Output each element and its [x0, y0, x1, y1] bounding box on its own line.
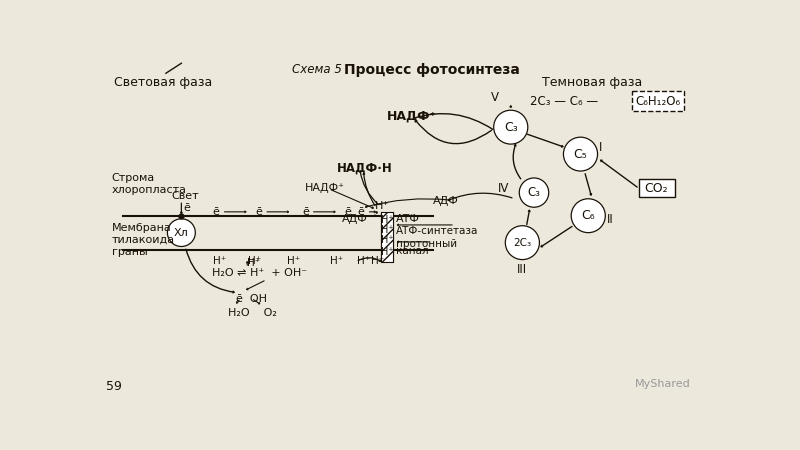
- Text: 59: 59: [106, 380, 122, 393]
- Text: ē  OH: ē OH: [236, 294, 266, 304]
- Text: канал: канал: [396, 246, 429, 256]
- Text: CO₂: CO₂: [645, 182, 668, 195]
- Circle shape: [494, 110, 528, 144]
- Text: C₆H₁₂O₆: C₆H₁₂O₆: [635, 95, 681, 108]
- Text: H⁺: H⁺: [382, 235, 394, 245]
- Circle shape: [167, 219, 195, 247]
- Text: Хл: Хл: [174, 228, 189, 238]
- Text: Световая фаза: Световая фаза: [114, 76, 212, 89]
- Text: протонный: протонный: [396, 239, 457, 249]
- Text: C₅: C₅: [574, 148, 587, 161]
- Text: АДФ: АДФ: [342, 214, 367, 224]
- Text: АТФ-синтетаза: АТФ-синтетаза: [396, 226, 478, 237]
- Text: V: V: [491, 91, 499, 104]
- Text: ē: ē: [255, 207, 262, 217]
- Text: C₆: C₆: [582, 209, 595, 222]
- Text: НАДФ·Н: НАДФ·Н: [336, 162, 392, 175]
- Text: 2C₃: 2C₃: [514, 238, 531, 248]
- Text: ē: ē: [345, 207, 351, 217]
- Text: ē: ē: [358, 207, 365, 217]
- Text: Мембрана
тилакоида
граны: Мембрана тилакоида граны: [112, 223, 174, 256]
- Bar: [381, 212, 393, 262]
- Text: Свет: Свет: [171, 191, 199, 201]
- Text: H⁺: H⁺: [357, 256, 370, 266]
- Text: H₂O ⇌ H⁺  + OH⁻: H₂O ⇌ H⁺ + OH⁻: [212, 268, 307, 278]
- Text: Процесс фотосинтеза: Процесс фотосинтеза: [344, 63, 520, 77]
- Circle shape: [571, 199, 606, 233]
- Text: 2C₃ — C₆ —: 2C₃ — C₆ —: [530, 95, 598, 108]
- Text: Схема 5: Схема 5: [292, 63, 342, 76]
- Circle shape: [563, 137, 598, 171]
- Text: H₂O    O₂: H₂O O₂: [228, 308, 277, 318]
- Text: H⁺: H⁺: [382, 215, 394, 225]
- Text: НАДФ⁺: НАДФ⁺: [386, 109, 437, 122]
- FancyBboxPatch shape: [638, 179, 675, 197]
- Text: III: III: [518, 263, 527, 276]
- Text: H⁺: H⁺: [375, 202, 390, 211]
- Text: MyShared: MyShared: [634, 379, 690, 389]
- Text: II: II: [607, 213, 614, 226]
- Text: ē: ē: [183, 202, 190, 212]
- Text: H⁺: H⁺: [382, 247, 394, 257]
- Text: I: I: [599, 141, 602, 154]
- Circle shape: [519, 178, 549, 207]
- Text: АТФ: АТФ: [396, 214, 420, 224]
- Text: H⁺: H⁺: [214, 256, 226, 266]
- Circle shape: [506, 226, 539, 260]
- Text: H⁺: H⁺: [287, 256, 300, 266]
- Text: ē: ē: [302, 207, 309, 217]
- Text: ē: ē: [213, 207, 220, 217]
- Text: H⁺: H⁺: [248, 256, 262, 266]
- Text: C₃: C₃: [504, 121, 518, 134]
- Text: НАДФ⁺: НАДФ⁺: [306, 183, 346, 194]
- Text: Темновая фаза: Темновая фаза: [542, 76, 642, 89]
- Text: C₃: C₃: [527, 186, 541, 199]
- Text: H⁺: H⁺: [330, 256, 343, 266]
- Text: АДФ: АДФ: [434, 197, 459, 207]
- FancyBboxPatch shape: [632, 91, 684, 111]
- Text: H⁺: H⁺: [382, 225, 394, 234]
- Text: Строма
хлоропласта: Строма хлоропласта: [112, 173, 186, 195]
- Text: IV: IV: [498, 182, 509, 195]
- Text: H⁺: H⁺: [371, 256, 384, 266]
- Text: H⁺: H⁺: [247, 258, 261, 269]
